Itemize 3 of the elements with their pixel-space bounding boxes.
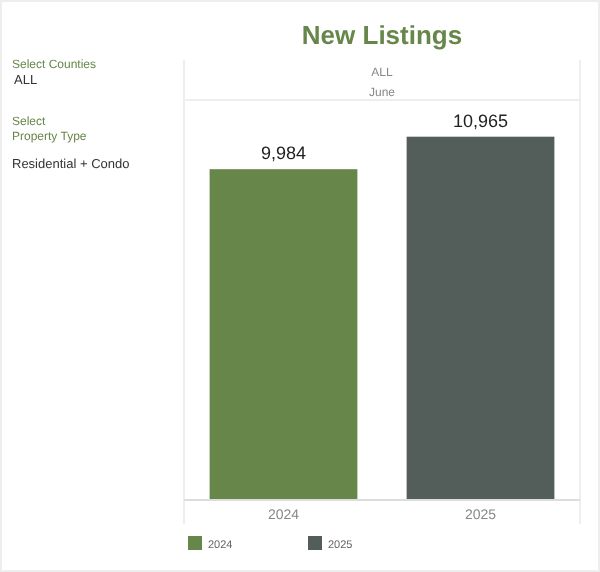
data-label: 9,984 [260,143,307,164]
data-label: 10,965 [452,110,509,131]
chart-title: New Listings [301,20,463,50]
